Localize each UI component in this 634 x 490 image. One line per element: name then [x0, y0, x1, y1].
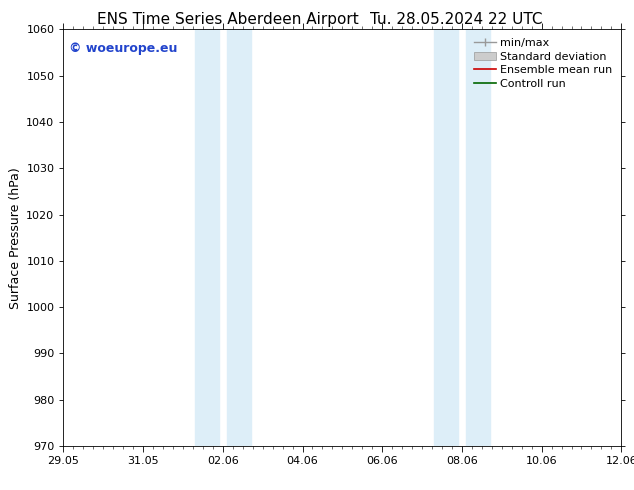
Bar: [466, 29, 490, 446]
Text: © woeurope.eu: © woeurope.eu: [69, 42, 178, 55]
Bar: [434, 29, 458, 446]
Y-axis label: Surface Pressure (hPa): Surface Pressure (hPa): [9, 167, 22, 309]
Text: ENS Time Series Aberdeen Airport: ENS Time Series Aberdeen Airport: [98, 12, 359, 27]
Legend: min/max, Standard deviation, Ensemble mean run, Controll run: min/max, Standard deviation, Ensemble me…: [470, 35, 616, 92]
Text: Tu. 28.05.2024 22 UTC: Tu. 28.05.2024 22 UTC: [370, 12, 543, 27]
Bar: [227, 29, 250, 446]
Bar: [195, 29, 219, 446]
